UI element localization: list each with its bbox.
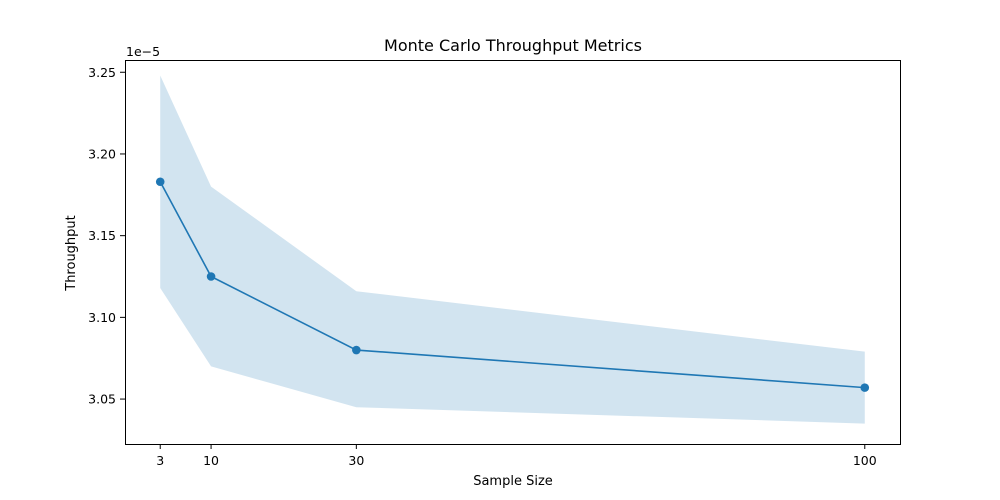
y-tick-label: 3.15: [88, 228, 116, 243]
y-tick-label: 3.05: [88, 392, 116, 407]
series-line-layer: [159, 181, 865, 389]
y-axis-label: Throughput: [64, 215, 79, 292]
confidence-band: [160, 75, 865, 424]
data-point: [206, 272, 216, 281]
plot-frame: [125, 60, 901, 445]
y-tick-label: 3.25: [88, 65, 116, 80]
y-axis-ticks: 3.05 3.10 3.15 3.20 3.25: [88, 65, 125, 407]
chart-title: Monte Carlo Throughput Metrics: [384, 36, 642, 55]
series-line: [159, 181, 865, 389]
x-tick-label: 30: [348, 453, 364, 468]
y-tick-label: 3.20: [88, 146, 116, 161]
data-points-layer: [155, 177, 870, 392]
x-tick-label: 100: [853, 453, 877, 468]
y-tick-label: 3.10: [88, 310, 116, 325]
data-point: [860, 383, 870, 392]
x-tick-label: 3: [156, 453, 164, 468]
confidence-band-layer: [160, 75, 865, 424]
data-point: [352, 345, 361, 355]
x-axis-label: Sample Size: [473, 474, 553, 489]
data-point: [155, 177, 165, 187]
x-axis-ticks: 3 10 30 100: [156, 444, 877, 468]
y-offset-label: 1e−5: [126, 44, 160, 59]
x-tick-label: 10: [203, 453, 219, 468]
